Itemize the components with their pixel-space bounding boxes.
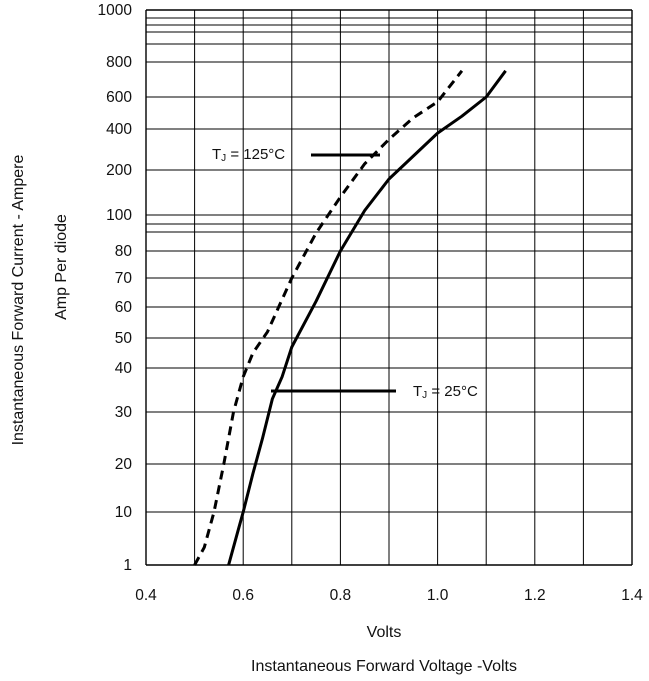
- curve-tj-25c: [227, 69, 507, 566]
- y-tick-label: 1000: [98, 2, 133, 19]
- curve-tj-125c: [193, 69, 464, 566]
- y-tick-label: 20: [115, 456, 133, 473]
- y-tick-label: 70: [115, 270, 133, 287]
- x-axis-title: Instantaneous Forward Voltage -Volts: [251, 658, 517, 675]
- x-tick-label: 1.2: [524, 587, 546, 604]
- y-axis-subtitle: Amp Per diode: [53, 214, 70, 320]
- label-tj-25c: TJ = 25°C: [413, 383, 478, 401]
- y-tick-label: 50: [115, 330, 133, 347]
- y-tick-label: 200: [106, 162, 132, 179]
- x-tick-label: 1.0: [427, 587, 449, 604]
- grid: [145, 9, 633, 566]
- y-axis-title: Instantaneous Forward Current - Ampere: [10, 155, 27, 446]
- y-tick-label: 100: [106, 207, 132, 224]
- curves: [193, 69, 507, 566]
- x-tick-label: 1.4: [621, 587, 643, 604]
- x-tick-label: 0.6: [232, 587, 254, 604]
- label-tj-125c: TJ = 125°C: [212, 146, 285, 164]
- y-tick-label: 80: [115, 243, 133, 260]
- y-tick-label: 60: [115, 299, 133, 316]
- y-tick-label: 400: [106, 121, 132, 138]
- y-tick-label: 10: [115, 504, 133, 521]
- y-tick-label: 1: [123, 557, 132, 574]
- x-axis-label: Volts: [367, 624, 402, 641]
- y-tick-label: 600: [106, 89, 132, 106]
- x-tick-label: 0.4: [135, 587, 157, 604]
- y-tick-labels: 1 10 20 30 40 50 60 70 80 100 200 400 600 800 1000: [98, 2, 133, 574]
- x-tick-label: 0.8: [330, 587, 352, 604]
- x-tick-labels: 0.4 0.6 0.8 1.0 1.2 1.4: [135, 587, 643, 604]
- y-tick-label: 800: [106, 54, 132, 71]
- y-tick-label: 40: [115, 360, 133, 377]
- annotations: TJ = 125°C TJ = 25°C: [212, 146, 478, 401]
- y-tick-label: 30: [115, 404, 133, 421]
